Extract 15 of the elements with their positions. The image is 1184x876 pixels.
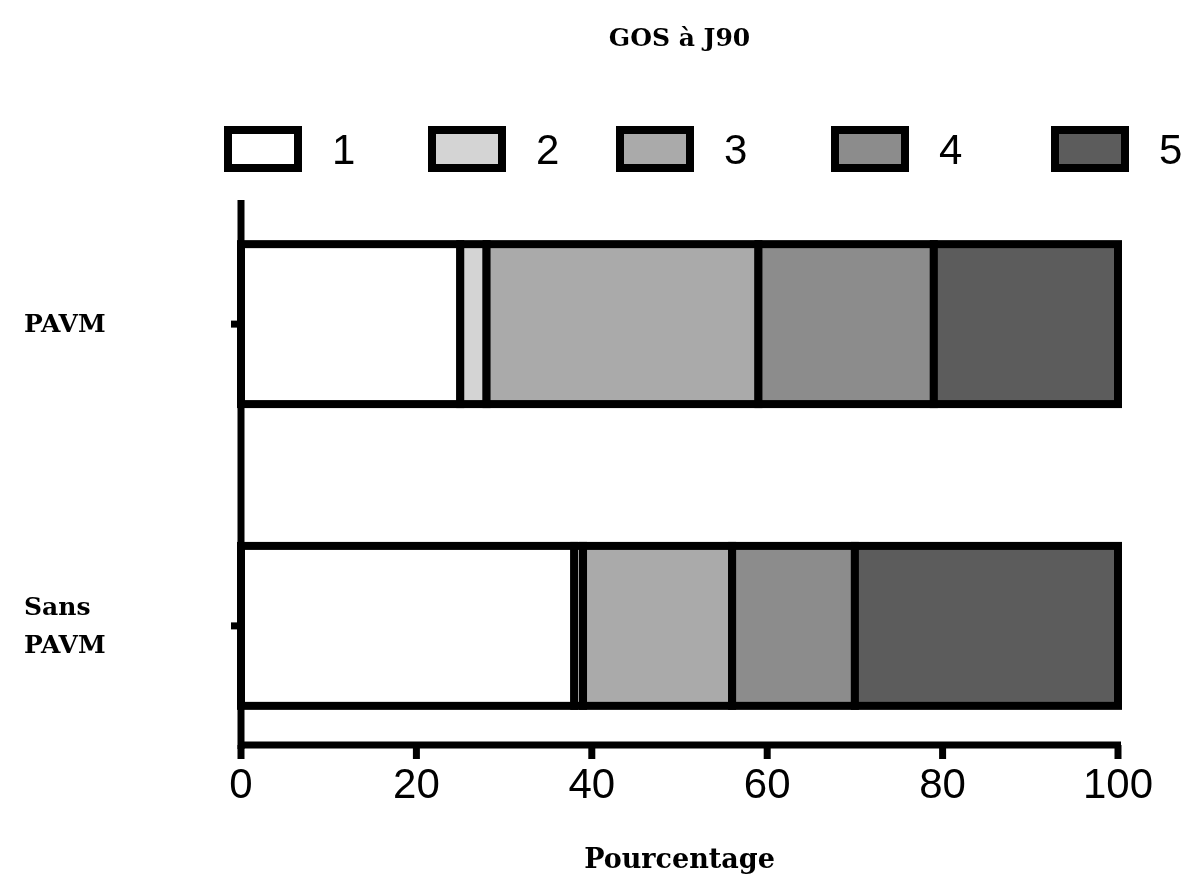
legend-label: 3 bbox=[724, 126, 748, 173]
x-tick-label: 20 bbox=[393, 760, 440, 807]
x-axis-title: Pourcentage bbox=[584, 843, 775, 874]
legend-label: 1 bbox=[332, 126, 356, 173]
x-tick-label: 40 bbox=[568, 760, 616, 807]
x-tick-label: 0 bbox=[229, 760, 253, 807]
legend-label: 5 bbox=[1159, 126, 1183, 173]
x-tick-label: 60 bbox=[743, 760, 791, 807]
x-tick-label: 100 bbox=[1082, 760, 1154, 807]
chart-title: GOS à J90 bbox=[608, 23, 751, 52]
legend-label: 4 bbox=[939, 126, 963, 173]
x-tick-label: 80 bbox=[919, 760, 966, 807]
legend-label: 2 bbox=[536, 126, 560, 173]
y-tick-label: Sans PAVM bbox=[24, 591, 106, 659]
y-tick-label: PAVM bbox=[24, 309, 106, 339]
